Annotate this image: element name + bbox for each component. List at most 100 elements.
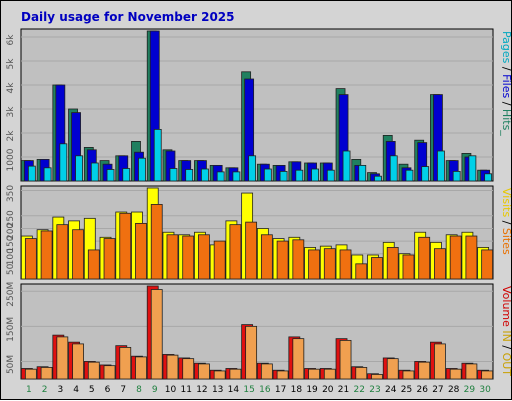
bar-pages-day-6	[106, 169, 115, 182]
day-label: 25	[401, 385, 412, 395]
bar-out-day-4	[72, 343, 84, 380]
bar-pages-day-13	[216, 171, 225, 182]
bar-out-day-22	[355, 367, 368, 380]
day-label: 5	[89, 385, 95, 395]
side-label-part: Sites	[500, 228, 512, 255]
bar-pages-day-9	[153, 128, 162, 182]
day-label: 2	[42, 385, 48, 395]
bar-out-day-17	[276, 370, 289, 380]
side-label-part: Hits	[500, 109, 512, 131]
y-tick-label: 100	[6, 248, 16, 265]
bar-sites-day-6	[103, 238, 116, 280]
bar-sites-day-29	[465, 235, 478, 280]
bar-out-day-19	[308, 368, 320, 380]
bar-out-day-2	[40, 367, 53, 380]
bar-pages-day-16	[263, 168, 272, 182]
bar-out-day-1	[24, 368, 37, 380]
bar-sites-day-18	[292, 239, 305, 280]
bar-out-day-23	[371, 374, 383, 380]
bar-pages-day-18	[295, 169, 304, 182]
day-label: 11	[180, 385, 191, 395]
bar-out-day-13	[213, 370, 226, 380]
day-label: 16	[259, 385, 271, 395]
bar-sites-day-20	[323, 248, 336, 280]
bar-out-day-20	[323, 368, 336, 380]
y-tick-label: 4k	[6, 82, 16, 94]
bar-sites-day-19	[308, 249, 320, 280]
bar-sites-day-16	[260, 234, 273, 280]
bar-out-day-15	[245, 325, 258, 380]
bar-pages-day-12	[201, 168, 209, 182]
bar-out-day-6	[103, 365, 116, 380]
side-label-part: Pages	[500, 31, 512, 64]
y-tick-label: 50M	[6, 355, 16, 374]
bar-pages-day-23	[374, 175, 382, 182]
bar-sites-day-30	[481, 249, 494, 280]
bar-sites-day-10	[166, 234, 179, 280]
day-label: 23	[369, 385, 380, 395]
bar-pages-day-19	[311, 168, 319, 182]
bar-out-day-16	[260, 363, 273, 380]
bar-out-day-14	[229, 368, 242, 380]
chart-title: Daily usage for November 2025	[21, 10, 235, 24]
bar-sites-day-5	[87, 249, 100, 280]
side-label-part: OUT	[500, 353, 512, 377]
bar-pages-day-24	[389, 155, 398, 182]
side-label-part: _	[500, 129, 512, 136]
bar-pages-day-8	[138, 157, 146, 182]
day-label: 29	[464, 385, 476, 395]
y-tick-label: 350	[6, 185, 16, 202]
day-label: 21	[338, 385, 349, 395]
bar-pages-day-15	[248, 155, 257, 182]
day-label: 7	[120, 385, 126, 395]
day-label: 15	[243, 385, 254, 395]
side-label-volume: Volume IN / OUT	[500, 286, 512, 376]
bar-out-day-10	[166, 354, 179, 380]
day-label: 22	[354, 385, 365, 395]
bar-pages-day-26	[421, 166, 430, 182]
bar-sites-day-8	[135, 222, 147, 280]
bar-out-day-8	[135, 356, 147, 380]
day-label: 1	[26, 385, 32, 395]
bar-sites-day-23	[371, 257, 383, 280]
bar-pages-day-17	[279, 170, 288, 182]
side-label-part: Files	[500, 74, 512, 98]
bar-pages-day-7	[122, 168, 131, 182]
y-tick-label: 150	[6, 235, 16, 252]
bar-sites-day-27	[434, 248, 446, 280]
bar-out-day-24	[386, 358, 399, 380]
day-label: 13	[212, 385, 223, 395]
day-label: 27	[432, 385, 443, 395]
day-labels: 1 2 3 4 5 6 7 8 9 10 11 12 13 14 15 16 17 18 19 20 21 22 23 24 2…	[26, 385, 491, 395]
bar-sites-day-22	[355, 263, 368, 280]
side-label-pages-files-hits: Pages / Files / Hits_	[500, 31, 512, 136]
day-label: 4	[73, 385, 79, 395]
side-label-part: /	[500, 98, 512, 109]
bar-sites-day-1	[24, 238, 37, 280]
bar-pages-day-2	[43, 167, 52, 182]
bar-sites-day-3	[56, 224, 69, 280]
bar-out-day-27	[434, 343, 446, 380]
bar-sites-day-7	[119, 212, 132, 280]
bar-sites-day-9	[150, 204, 163, 280]
day-label: 3	[57, 385, 63, 395]
day-label: 19	[306, 385, 318, 395]
bar-pages-day-21	[342, 150, 351, 182]
day-label: 24	[385, 385, 397, 395]
side-label-part: /	[500, 345, 512, 352]
day-label: 6	[105, 385, 111, 395]
bar-sites-day-14	[229, 224, 242, 280]
panel-pages-files-hits: 1000 2k 3k 4k 5k 6k Pages / Files / Hits_	[6, 28, 512, 182]
bar-sites-day-28	[449, 235, 462, 280]
bar-out-day-5	[87, 361, 100, 380]
bar-pages-day-11	[185, 169, 194, 182]
y-tick-label: 1000	[6, 148, 16, 171]
bar-sites-day-11	[182, 235, 195, 280]
y-tick-label: 250	[6, 210, 16, 227]
bar-sites-day-2	[40, 230, 53, 280]
y-tick-label: 50	[6, 263, 16, 275]
bar-out-day-12	[198, 363, 210, 380]
bar-pages-day-10	[169, 168, 178, 182]
bar-sites-day-17	[276, 240, 289, 280]
